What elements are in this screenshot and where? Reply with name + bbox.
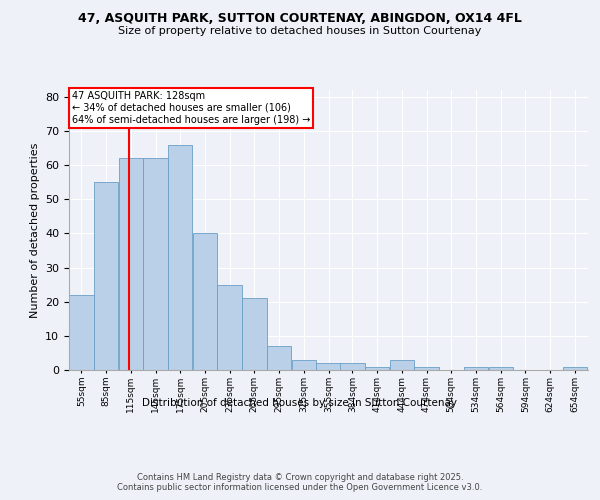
Bar — [119, 158, 143, 370]
Bar — [267, 346, 291, 370]
Bar — [389, 360, 414, 370]
Bar — [563, 366, 587, 370]
Y-axis label: Number of detached properties: Number of detached properties — [29, 142, 40, 318]
Text: Distribution of detached houses by size in Sutton Courtenay: Distribution of detached houses by size … — [143, 398, 458, 407]
Bar — [193, 234, 217, 370]
Text: 47, ASQUITH PARK, SUTTON COURTENAY, ABINGDON, OX14 4FL: 47, ASQUITH PARK, SUTTON COURTENAY, ABIN… — [78, 12, 522, 26]
Bar — [464, 366, 488, 370]
Bar — [217, 284, 242, 370]
Bar — [168, 144, 193, 370]
Text: Contains HM Land Registry data © Crown copyright and database right 2025.
Contai: Contains HM Land Registry data © Crown c… — [118, 472, 482, 492]
Bar — [242, 298, 266, 370]
Bar — [415, 366, 439, 370]
Bar — [316, 363, 341, 370]
Bar — [340, 363, 365, 370]
Bar — [488, 366, 513, 370]
Bar — [69, 295, 94, 370]
Text: 47 ASQUITH PARK: 128sqm
← 34% of detached houses are smaller (106)
64% of semi-d: 47 ASQUITH PARK: 128sqm ← 34% of detache… — [71, 92, 310, 124]
Bar — [292, 360, 316, 370]
Bar — [143, 158, 167, 370]
Bar — [94, 182, 118, 370]
Text: Size of property relative to detached houses in Sutton Courtenay: Size of property relative to detached ho… — [118, 26, 482, 36]
Bar — [365, 366, 389, 370]
